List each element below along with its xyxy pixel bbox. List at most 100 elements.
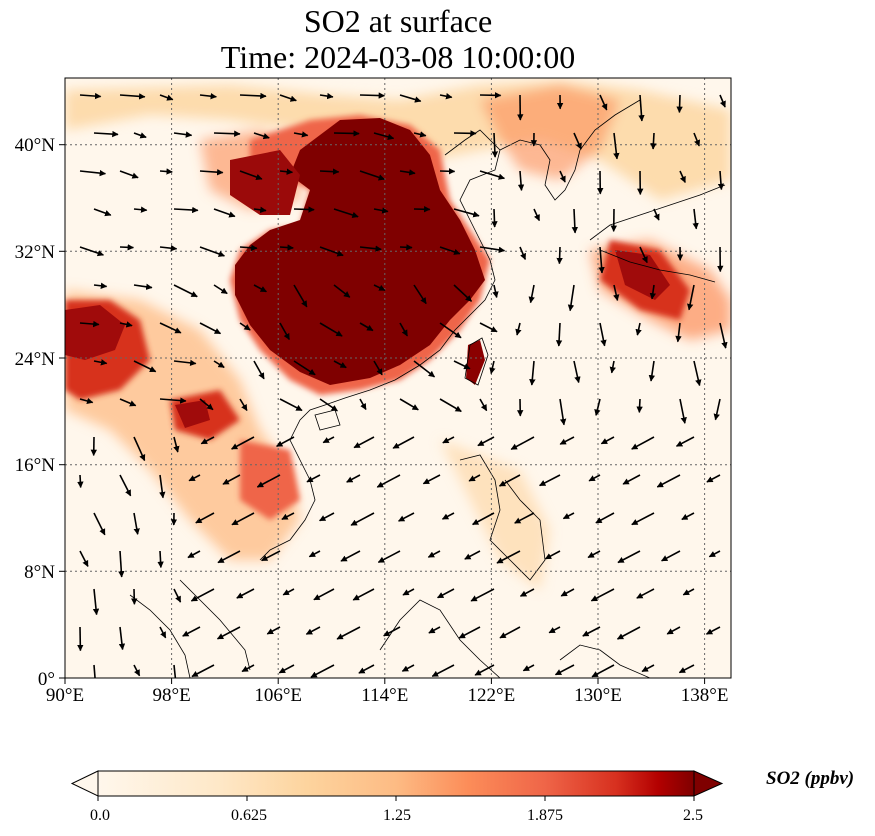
wind-arrow [428, 626, 441, 634]
wind-arrow [398, 512, 415, 522]
wind-arrow [253, 284, 267, 293]
wind-arrow [281, 512, 295, 521]
wind-arrow [559, 436, 575, 445]
so2-concentration-field [65, 78, 731, 678]
wind-arrow [191, 664, 215, 678]
wind-arrow [573, 360, 581, 384]
wind-arrow [468, 474, 481, 482]
wind-arrow [458, 626, 481, 639]
wind-arrow [199, 322, 222, 335]
wind-arrow [293, 206, 315, 213]
wind-arrow [422, 474, 441, 485]
lat-tick-label: 8°N [24, 562, 55, 583]
wind-arrow [399, 94, 422, 103]
wind-arrow [119, 398, 137, 407]
wind-arrow [600, 436, 615, 445]
wind-arrow [278, 664, 295, 674]
wind-arrow [622, 474, 641, 485]
wind-arrow [687, 284, 695, 311]
wind-arrow [119, 93, 146, 100]
wind-arrow [399, 322, 408, 337]
wind-arrow [676, 94, 683, 114]
wind-arrow [377, 550, 401, 564]
wind-arrow [133, 664, 141, 677]
wind-arrow [279, 168, 294, 175]
wind-arrow [266, 626, 281, 635]
wind-arrow [639, 246, 648, 264]
wind-arrow [222, 474, 241, 485]
wind-arrow [573, 132, 582, 150]
wind-arrow [717, 170, 725, 191]
wind-arrow [133, 132, 147, 139]
wind-arrow [554, 664, 575, 676]
wind-arrow [213, 130, 241, 137]
wind-arrow [556, 246, 563, 265]
wind-arrow [453, 208, 480, 218]
wind-arrow [705, 626, 721, 635]
wind-arrow [399, 244, 413, 251]
wind-arrow [333, 284, 351, 298]
map-frame [64, 77, 732, 679]
wind-arrow [719, 94, 726, 108]
wind-arrow [346, 474, 361, 483]
wind-arrow [470, 588, 495, 602]
colorbar: 0.0 0.625 1.25 1.875 2.5 [70, 770, 724, 824]
wind-arrow [319, 398, 338, 412]
wind-arrow [559, 398, 567, 426]
colorbar-gradient [98, 771, 694, 796]
wind-arrow [492, 284, 499, 299]
wind-arrow [613, 284, 620, 302]
wind-arrow [413, 284, 427, 305]
wind-arrow [239, 244, 258, 251]
wind-arrow [582, 626, 601, 637]
wind-arrow [437, 588, 455, 599]
wind-arrow [595, 512, 615, 524]
wind-arrow [133, 512, 140, 535]
wind-arrow [591, 664, 615, 678]
wind-arrow [322, 436, 335, 444]
wind-arrow [519, 588, 535, 597]
wind-arrow [256, 474, 281, 488]
lat-tick-label: 32°N [15, 242, 56, 263]
wind-arrow [79, 550, 89, 567]
wind-arrow [594, 398, 601, 416]
wind-arrow [118, 626, 126, 651]
lon-tick-label: 98°E [152, 685, 190, 706]
wind-arrow [636, 398, 643, 413]
wind-arrow [599, 94, 608, 111]
wind-arrow [693, 360, 702, 387]
wind-arrow [399, 398, 419, 411]
wind-arrow [359, 92, 386, 99]
wind-arrow [159, 626, 167, 639]
wind-arrow [313, 588, 335, 601]
wind-arrow [544, 550, 561, 560]
wind-arrow [79, 169, 107, 177]
wind-arrow [159, 94, 174, 101]
wind-arrow [528, 284, 535, 304]
wind-arrow [93, 512, 106, 536]
wind-arrow [93, 359, 108, 366]
wind-arrow [333, 130, 360, 137]
wind-arrow [79, 246, 105, 257]
wind-arrow [567, 284, 575, 312]
wind-arrow [559, 170, 566, 183]
wind-arrow [708, 550, 721, 558]
wind-arrow [510, 436, 535, 451]
wind-arrow [653, 208, 660, 221]
wind-arrow [648, 360, 656, 382]
wind-arrow [216, 626, 241, 640]
wind-arrow [392, 436, 415, 449]
wind-arrow [333, 208, 359, 218]
wind-arrow [616, 626, 641, 640]
wind-arrow [413, 360, 436, 378]
wind-arrow [173, 131, 193, 138]
wind-arrow [187, 550, 201, 559]
wind-arrow [79, 92, 102, 100]
wind-arrow [548, 626, 561, 634]
wind-arrow [439, 93, 453, 100]
wind-arrow [706, 474, 721, 483]
wind-arrow [358, 664, 375, 674]
wind-arrow [306, 474, 321, 483]
wind-arrow [199, 398, 214, 411]
wind-arrow [491, 132, 499, 158]
